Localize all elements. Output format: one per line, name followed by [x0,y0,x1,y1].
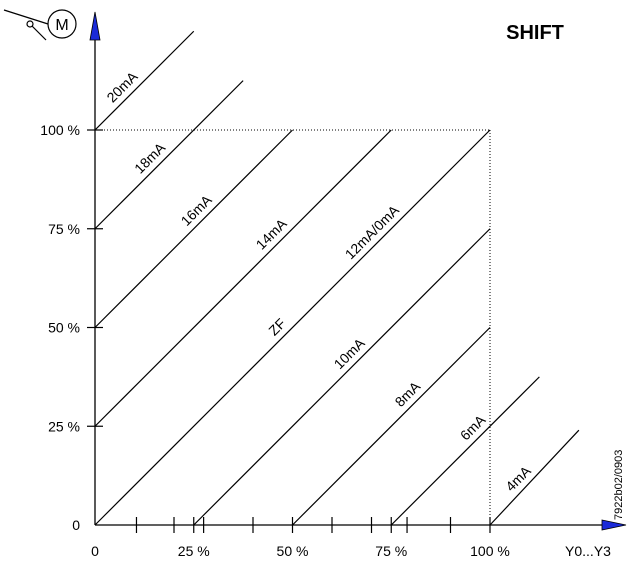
x-tick-label: 50 % [277,543,309,559]
line-label: 10mA [331,334,369,372]
line-16ma [94,129,293,328]
line-label: 12mA/0mA [342,201,403,262]
line-10ma [193,228,491,526]
line-12ma-0ma [94,129,491,526]
diagram-title: SHIFT [506,22,564,44]
motor-icon [47,9,77,39]
line-label: 20mA [103,68,141,106]
x-axis-label: Y0...Y3 [565,543,611,559]
y-tick-label: 0 [72,517,80,533]
line-label: 14mA [253,215,291,253]
x-tick-label: 100 % [470,543,510,559]
line-label: 16mA [178,191,216,229]
x-tick-label: 0 [91,543,99,559]
y-axis-arrow-icon [89,11,101,41]
line-label: 4mA [502,462,534,494]
x-axis-arrow-icon [601,519,627,531]
line-14ma [94,129,392,427]
y-tick-label: 75 % [48,221,80,237]
motor-symbol: M [3,9,77,41]
line-label: 6mA [457,411,489,443]
line-20ma [94,30,195,131]
line-label: 18mA [131,139,169,177]
x-tick-label: 25 % [178,543,210,559]
motor-lead-dot [26,20,34,28]
line-18ma [94,80,244,230]
line-4ma [489,429,580,526]
characteristic-lines [94,30,580,526]
drawing-code: 7922b02/0903 [613,450,625,520]
axes: 0 25 % 50 % 75 % 100 % 0 25 % 50 % 75 % 100 % [40,11,627,559]
x-tick-label: 75 % [375,543,407,559]
motor-lead-line [3,9,49,25]
line-6ma [390,376,540,526]
y-tick-label: 100 % [40,122,80,138]
motor-letter: M [55,17,68,34]
line-label: 8mA [392,378,424,410]
y-tick-label: 50 % [48,320,80,336]
line-8ma [292,327,491,526]
motor-lead-line-lower [29,23,47,41]
y-tick-label: 25 % [48,418,80,434]
